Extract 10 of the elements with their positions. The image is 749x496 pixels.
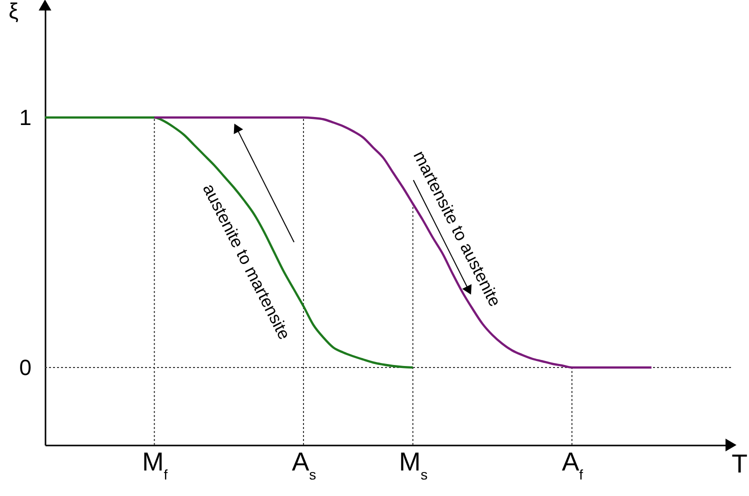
x-tick-label: A$_{s}$ <box>292 446 316 482</box>
y-axis-title: ξ <box>8 0 19 24</box>
x-tick-label: A$_{f}$ <box>562 446 584 482</box>
y-tick-label: 1 <box>19 105 32 130</box>
line-series <box>44 116 414 369</box>
x-tick-label: M$_{f}$ <box>142 446 168 482</box>
y-tick-label: 0 <box>19 355 32 380</box>
x-axis-title: T <box>732 448 748 478</box>
line-series <box>153 116 653 369</box>
x-tick-label: M$_{s}$ <box>399 446 428 482</box>
